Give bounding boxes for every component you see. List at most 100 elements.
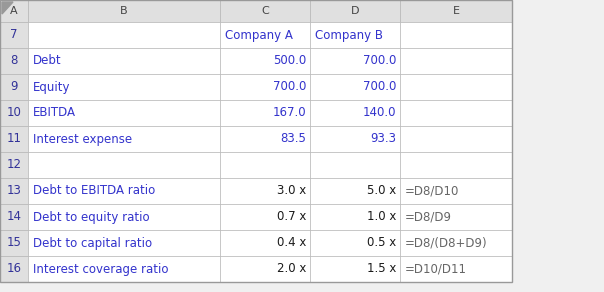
Bar bbox=[310, 178, 400, 204]
Bar bbox=[0, 0, 28, 22]
Text: 500.0: 500.0 bbox=[273, 55, 306, 67]
Text: 1.5 x: 1.5 x bbox=[367, 263, 396, 275]
Bar bbox=[28, 48, 220, 74]
Bar bbox=[310, 256, 400, 282]
Bar bbox=[310, 100, 400, 126]
Text: 2.0 x: 2.0 x bbox=[277, 263, 306, 275]
Bar bbox=[400, 204, 512, 230]
Bar bbox=[0, 178, 28, 204]
Bar bbox=[220, 22, 310, 48]
Bar bbox=[400, 48, 512, 74]
Text: =D10/D11: =D10/D11 bbox=[405, 263, 467, 275]
Text: 0.5 x: 0.5 x bbox=[367, 237, 396, 249]
Bar bbox=[28, 204, 220, 230]
Text: 0.7 x: 0.7 x bbox=[277, 211, 306, 223]
Text: =D8/D10: =D8/D10 bbox=[405, 185, 460, 197]
Text: Company A: Company A bbox=[225, 29, 293, 41]
Text: 12: 12 bbox=[7, 159, 22, 171]
Bar bbox=[400, 256, 512, 282]
Bar bbox=[0, 48, 28, 74]
Text: 14: 14 bbox=[7, 211, 22, 223]
Bar bbox=[310, 22, 400, 48]
Text: Company B: Company B bbox=[315, 29, 383, 41]
Text: 700.0: 700.0 bbox=[362, 55, 396, 67]
Text: Interest expense: Interest expense bbox=[33, 133, 132, 145]
Text: B: B bbox=[120, 6, 128, 16]
Text: Debt to equity ratio: Debt to equity ratio bbox=[33, 211, 150, 223]
Bar bbox=[28, 22, 220, 48]
Text: 13: 13 bbox=[7, 185, 21, 197]
Text: C: C bbox=[261, 6, 269, 16]
Bar bbox=[0, 204, 28, 230]
Bar bbox=[28, 178, 220, 204]
Bar bbox=[0, 0, 512, 282]
Bar bbox=[310, 0, 400, 22]
Text: 9: 9 bbox=[10, 81, 18, 93]
Text: E: E bbox=[452, 6, 460, 16]
Text: 7: 7 bbox=[10, 29, 18, 41]
Bar bbox=[310, 74, 400, 100]
Text: =D8/D9: =D8/D9 bbox=[405, 211, 452, 223]
Text: 3.0 x: 3.0 x bbox=[277, 185, 306, 197]
Text: 700.0: 700.0 bbox=[362, 81, 396, 93]
Bar bbox=[0, 100, 28, 126]
Bar bbox=[28, 230, 220, 256]
Text: 8: 8 bbox=[10, 55, 18, 67]
Bar bbox=[400, 126, 512, 152]
Text: 10: 10 bbox=[7, 107, 21, 119]
Bar bbox=[28, 74, 220, 100]
Text: 167.0: 167.0 bbox=[272, 107, 306, 119]
Text: Debt: Debt bbox=[33, 55, 62, 67]
Bar bbox=[220, 48, 310, 74]
Bar bbox=[220, 126, 310, 152]
Bar bbox=[400, 0, 512, 22]
Bar bbox=[400, 178, 512, 204]
Text: 5.0 x: 5.0 x bbox=[367, 185, 396, 197]
Bar bbox=[220, 74, 310, 100]
Text: EBITDA: EBITDA bbox=[33, 107, 76, 119]
Bar bbox=[400, 22, 512, 48]
Bar bbox=[220, 152, 310, 178]
Bar bbox=[28, 256, 220, 282]
Bar bbox=[310, 204, 400, 230]
Text: 700.0: 700.0 bbox=[272, 81, 306, 93]
Text: 1.0 x: 1.0 x bbox=[367, 211, 396, 223]
Bar bbox=[220, 0, 310, 22]
Text: Debt to capital ratio: Debt to capital ratio bbox=[33, 237, 152, 249]
Bar bbox=[220, 256, 310, 282]
Bar bbox=[28, 126, 220, 152]
Bar bbox=[400, 230, 512, 256]
Text: 16: 16 bbox=[7, 263, 22, 275]
Polygon shape bbox=[2, 2, 13, 14]
Text: 11: 11 bbox=[7, 133, 22, 145]
Bar bbox=[28, 152, 220, 178]
Bar bbox=[310, 48, 400, 74]
Bar bbox=[400, 152, 512, 178]
Text: Equity: Equity bbox=[33, 81, 71, 93]
Bar bbox=[0, 152, 28, 178]
Bar bbox=[28, 0, 220, 22]
Text: A: A bbox=[10, 6, 18, 16]
Text: D: D bbox=[351, 6, 359, 16]
Text: Interest coverage ratio: Interest coverage ratio bbox=[33, 263, 169, 275]
Bar bbox=[220, 100, 310, 126]
Bar bbox=[220, 230, 310, 256]
Text: 93.3: 93.3 bbox=[370, 133, 396, 145]
Text: 15: 15 bbox=[7, 237, 21, 249]
Bar bbox=[310, 230, 400, 256]
Text: =D8/(D8+D9): =D8/(D8+D9) bbox=[405, 237, 487, 249]
Bar bbox=[220, 204, 310, 230]
Bar bbox=[310, 126, 400, 152]
Bar bbox=[28, 100, 220, 126]
Text: 83.5: 83.5 bbox=[280, 133, 306, 145]
Bar bbox=[0, 256, 28, 282]
Bar bbox=[0, 74, 28, 100]
Bar bbox=[0, 126, 28, 152]
Text: 0.4 x: 0.4 x bbox=[277, 237, 306, 249]
Bar bbox=[400, 74, 512, 100]
Bar bbox=[0, 22, 28, 48]
Text: 140.0: 140.0 bbox=[362, 107, 396, 119]
Bar bbox=[400, 100, 512, 126]
Bar bbox=[220, 178, 310, 204]
Text: Debt to EBITDA ratio: Debt to EBITDA ratio bbox=[33, 185, 155, 197]
